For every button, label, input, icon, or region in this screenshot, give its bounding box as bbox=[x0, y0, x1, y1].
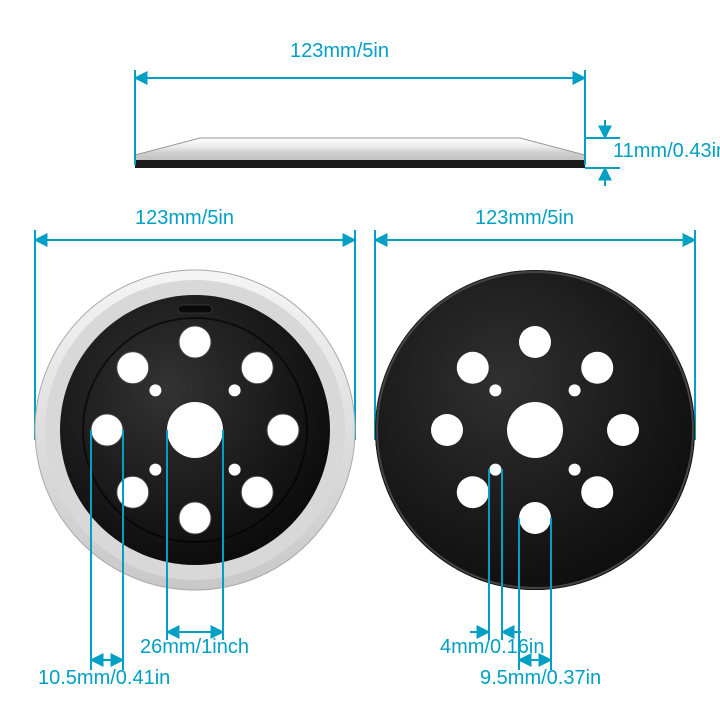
small-hole-label: 4mm/0.16in bbox=[440, 636, 545, 659]
mid-hole-label: 9.5mm/0.37in bbox=[480, 667, 601, 690]
left-diameter-label: 123mm/5in bbox=[135, 207, 234, 230]
technical-diagram: 123mm/5in 11mm/0.43in bbox=[0, 0, 720, 720]
side-view bbox=[0, 0, 720, 720]
thickness-label: 11mm/0.43in bbox=[613, 140, 720, 163]
right-diameter-label: 123mm/5in bbox=[475, 207, 574, 230]
top-width-label: 123mm/5in bbox=[290, 40, 389, 63]
side-profile bbox=[135, 138, 585, 168]
left-disc bbox=[0, 0, 720, 720]
right-disc bbox=[0, 0, 720, 720]
right-big-holes bbox=[431, 326, 639, 534]
left-small-holes bbox=[149, 384, 240, 475]
left-big-holes bbox=[91, 326, 299, 534]
big-hole-label: 10.5mm/0.41in bbox=[38, 667, 170, 690]
top-width-dimension bbox=[135, 70, 585, 165]
center-hole-label: 26mm/1inch bbox=[140, 636, 249, 659]
right-small-holes bbox=[489, 384, 580, 475]
